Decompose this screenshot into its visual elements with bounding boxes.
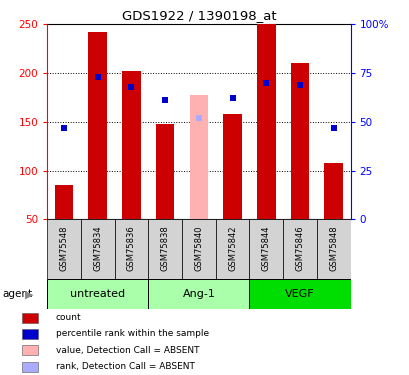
Bar [22, 329, 38, 339]
Text: GSM75844: GSM75844 [261, 225, 270, 271]
Bar [283, 219, 316, 279]
Bar [249, 219, 283, 279]
Point [61, 125, 67, 131]
Bar [47, 219, 81, 279]
Text: VEGF: VEGF [285, 290, 314, 299]
Title: GDS1922 / 1390198_at: GDS1922 / 1390198_at [121, 9, 276, 22]
Text: GSM75548: GSM75548 [59, 225, 68, 271]
Point [229, 96, 235, 102]
Bar [47, 279, 148, 309]
Text: ▶: ▶ [25, 290, 34, 299]
Text: Ang-1: Ang-1 [182, 290, 215, 299]
Text: untreated: untreated [70, 290, 125, 299]
Point [330, 125, 336, 131]
Bar [249, 279, 350, 309]
Bar [88, 32, 107, 219]
Bar [22, 313, 38, 322]
Bar [155, 124, 174, 219]
Bar [182, 219, 215, 279]
Text: GSM75842: GSM75842 [227, 225, 236, 271]
Bar [324, 163, 342, 219]
Point [128, 84, 135, 90]
Text: GSM75836: GSM75836 [127, 225, 136, 271]
Text: GSM75846: GSM75846 [295, 225, 304, 271]
Point [262, 80, 269, 86]
Bar [55, 185, 73, 219]
Text: count: count [56, 313, 81, 322]
Bar [148, 279, 249, 309]
Bar [189, 94, 208, 219]
Text: GSM75838: GSM75838 [160, 225, 169, 271]
Bar [223, 114, 241, 219]
Bar [22, 362, 38, 372]
Text: GSM75848: GSM75848 [328, 225, 337, 271]
Bar [215, 219, 249, 279]
Bar [290, 63, 308, 219]
Text: rank, Detection Call = ABSENT: rank, Detection Call = ABSENT [56, 362, 194, 371]
Point [162, 98, 168, 104]
Bar [22, 345, 38, 355]
Point [94, 74, 101, 80]
Point [296, 82, 303, 88]
Bar [122, 71, 140, 219]
Text: percentile rank within the sample: percentile rank within the sample [56, 330, 208, 339]
Point [195, 115, 202, 121]
Text: agent: agent [2, 290, 32, 299]
Text: GSM75834: GSM75834 [93, 225, 102, 271]
Bar [148, 219, 182, 279]
Bar [81, 219, 114, 279]
Bar [316, 219, 350, 279]
Text: GSM75840: GSM75840 [194, 225, 203, 271]
Bar [114, 219, 148, 279]
Text: value, Detection Call = ABSENT: value, Detection Call = ABSENT [56, 346, 199, 355]
Bar [256, 24, 275, 219]
